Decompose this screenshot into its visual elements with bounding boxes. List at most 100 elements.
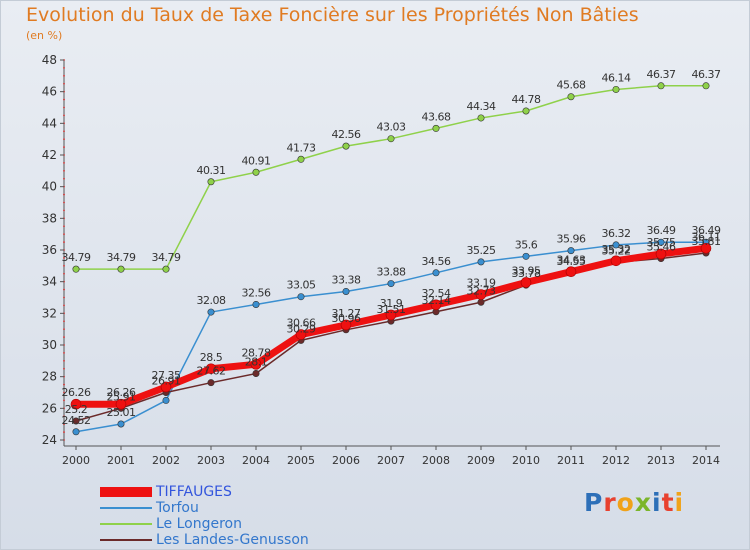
y-tick-label: 28 xyxy=(42,370,57,384)
y-tick-label: 46 xyxy=(42,85,57,99)
data-label-le-longeron: 46.14 xyxy=(602,71,631,84)
y-axis-minor-tick xyxy=(63,106,65,109)
y-axis-minor-tick xyxy=(63,359,65,362)
logo-letter: i xyxy=(674,488,685,517)
y-tick-label: 24 xyxy=(42,433,57,447)
data-label-les-landes-genusson: 35.46 xyxy=(647,241,676,254)
y-axis-minor-tick xyxy=(63,328,65,331)
y-axis-minor-tick xyxy=(63,272,65,275)
data-point-torfou xyxy=(72,428,80,436)
data-point-le-longeron xyxy=(477,114,485,122)
data-point-tiffauges xyxy=(205,363,217,375)
data-point-torfou xyxy=(612,241,620,249)
data-label-tiffauges: 30.66 xyxy=(287,317,316,330)
data-label-le-longeron: 43.68 xyxy=(422,110,451,123)
data-point-les-landes-genusson xyxy=(72,417,80,425)
data-label-tiffauges: 26.26 xyxy=(107,386,136,399)
data-point-tiffauges xyxy=(340,319,352,331)
data-point-tiffauges xyxy=(250,359,262,370)
data-point-le-longeron xyxy=(702,82,710,90)
chart-title: Evolution du Taux de Taxe Foncière sur l… xyxy=(26,4,639,26)
y-axis-minor-tick xyxy=(63,98,65,101)
data-point-tiffauges xyxy=(520,277,532,288)
data-point-tiffauges xyxy=(565,266,577,277)
data-label-tiffauges: 35.32 xyxy=(602,243,631,256)
y-axis-minor-tick xyxy=(63,264,65,267)
series-line-le-longeron xyxy=(76,85,706,270)
data-point-torfou xyxy=(342,287,350,295)
data-point-torfou xyxy=(567,247,575,255)
data-point-torfou xyxy=(162,396,170,404)
y-tick-label: 34 xyxy=(42,275,57,289)
data-point-tiffauges xyxy=(385,309,397,321)
y-axis-minor-tick xyxy=(63,367,65,370)
y-axis-minor-tick xyxy=(63,415,65,418)
y-axis-minor-tick xyxy=(63,74,65,77)
data-point-tiffauges xyxy=(295,329,307,340)
data-label-le-longeron: 43.03 xyxy=(377,121,406,134)
data-point-les-landes-genusson xyxy=(477,298,485,306)
x-tick-label: 2002 xyxy=(152,454,180,467)
data-point-le-longeron xyxy=(162,265,170,273)
y-axis-minor-tick xyxy=(63,352,65,354)
y-axis-minor-tick xyxy=(63,288,65,291)
data-point-torfou xyxy=(252,300,260,308)
data-label-le-longeron: 46.37 xyxy=(692,68,721,81)
data-label-les-landes-genusson: 31.51 xyxy=(377,303,406,316)
data-label-le-longeron: 42.56 xyxy=(332,128,361,141)
y-axis-minor-tick xyxy=(63,391,65,394)
data-point-torfou xyxy=(477,258,485,266)
data-point-torfou xyxy=(657,238,665,246)
data-label-le-longeron: 34.79 xyxy=(62,251,91,264)
data-label-torfou: 36.49 xyxy=(692,224,721,237)
y-axis-minor-tick xyxy=(63,162,65,164)
data-label-tiffauges: 26.26 xyxy=(62,386,91,399)
y-axis-minor-tick xyxy=(63,82,65,85)
data-point-tiffauges xyxy=(700,242,712,254)
data-label-le-longeron: 41.73 xyxy=(287,141,316,154)
data-label-tiffauges: 28.78 xyxy=(242,346,271,359)
legend-label: Les Landes-Genusson xyxy=(156,532,309,548)
data-label-les-landes-genusson: 28.1 xyxy=(245,356,268,369)
chart-subtitle: (en %) xyxy=(26,29,63,42)
logo-letter: r xyxy=(603,488,617,517)
x-tick-label: 2005 xyxy=(287,454,315,467)
data-label-torfou: 36.32 xyxy=(602,227,631,240)
data-point-les-landes-genusson xyxy=(252,369,260,377)
y-axis-minor-tick xyxy=(63,399,65,402)
legend-swatch xyxy=(100,523,152,525)
y-axis-minor-tick xyxy=(63,67,65,69)
data-label-torfou: 35.6 xyxy=(515,238,538,251)
data-point-le-longeron xyxy=(567,93,575,101)
data-point-tiffauges xyxy=(610,255,622,267)
logo-letter: t xyxy=(661,488,675,517)
legend-swatch xyxy=(100,539,152,541)
data-label-torfou: 36.49 xyxy=(647,224,676,237)
data-label-tiffauges: 31.9 xyxy=(380,297,403,310)
x-tick-label: 2004 xyxy=(242,454,270,467)
data-point-le-longeron xyxy=(387,135,395,143)
data-point-tiffauges xyxy=(70,398,82,410)
data-label-les-landes-genusson: 25.2 xyxy=(65,403,88,416)
data-label-le-longeron: 34.79 xyxy=(152,251,181,264)
data-point-tiffauges xyxy=(430,299,442,311)
y-axis-minor-tick xyxy=(63,146,65,148)
y-axis-minor-tick xyxy=(63,320,65,323)
data-label-tiffauges: 31.27 xyxy=(332,307,361,320)
y-tick-label: 26 xyxy=(42,401,57,415)
data-label-tiffauges: 36.11 xyxy=(692,230,721,243)
y-tick-label: 44 xyxy=(42,116,57,130)
data-point-le-longeron xyxy=(207,178,215,186)
x-tick-label: 2003 xyxy=(197,454,225,467)
data-label-tiffauges: 32.54 xyxy=(422,287,451,300)
data-point-le-longeron xyxy=(657,82,665,90)
data-point-le-longeron xyxy=(522,107,530,115)
y-axis-minor-tick xyxy=(63,177,65,180)
y-axis-minor-tick xyxy=(63,114,65,117)
data-point-tiffauges xyxy=(115,398,127,410)
x-tick-label: 2014 xyxy=(692,454,720,467)
x-tick-label: 2001 xyxy=(107,454,135,467)
y-axis-minor-tick xyxy=(63,169,65,172)
